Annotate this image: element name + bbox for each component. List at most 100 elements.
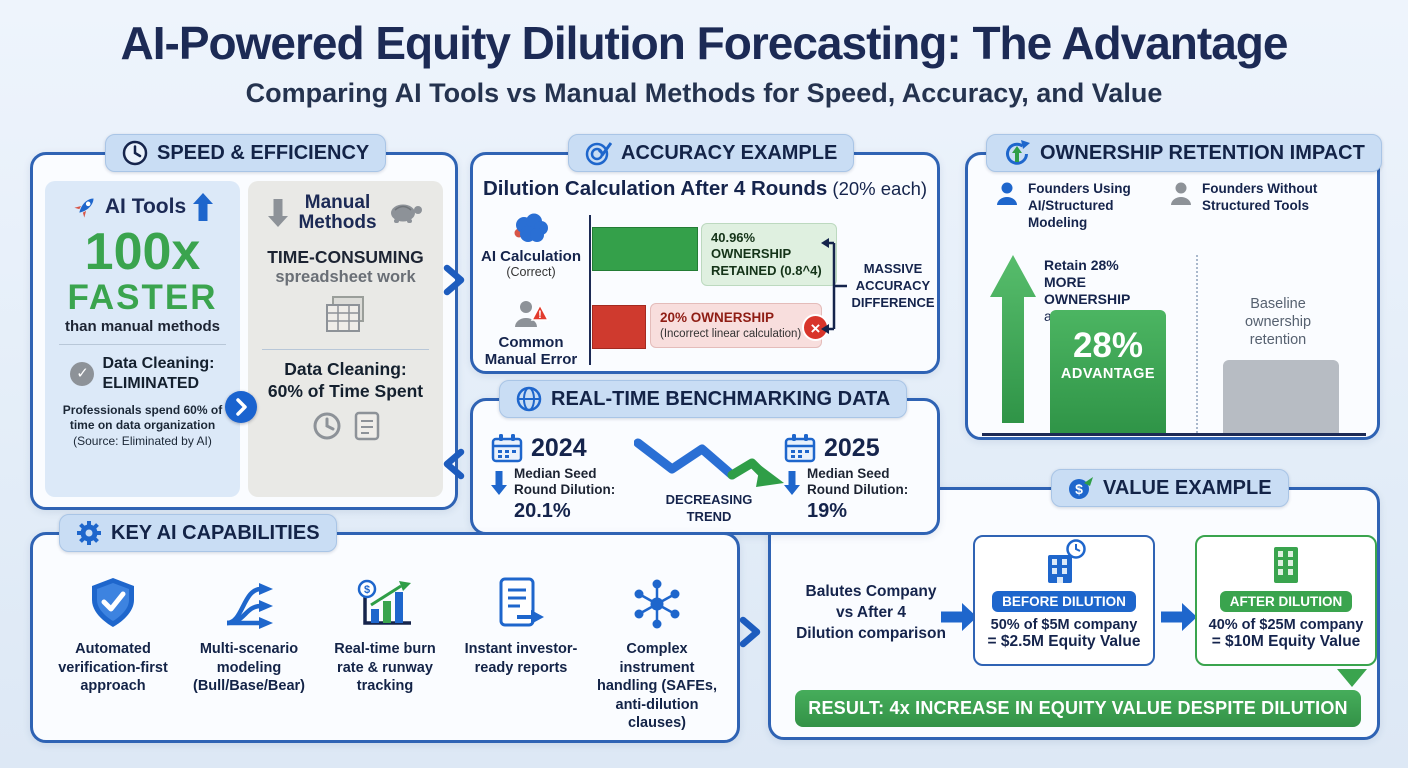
speed-efficiency-header: SPEED & EFFICIENCY: [105, 134, 387, 172]
capability-item: Complex instrument handling (SAFEs, anti…: [593, 569, 721, 733]
ownership-impact-header: OWNERSHIP RETENTION IMPACT: [986, 134, 1382, 172]
trend-indicator: DECREASING TREND: [633, 433, 784, 526]
person-gray-icon: [1171, 182, 1191, 205]
manual-cleaning-value: 60% of Time Spent: [267, 380, 424, 401]
before-dilution-card: BEFORE DILUTION 50% of $5M company = $2.…: [973, 535, 1155, 666]
ownership-impact-title: OWNERSHIP RETENTION IMPACT: [1040, 141, 1365, 164]
legend-manual-founders: Founders Without Structured Tools: [1168, 181, 1324, 232]
ownership-impact-panel: OWNERSHIP RETENTION IMPACT Founders Usin…: [965, 134, 1382, 440]
accuracy-example-panel: ACCURACY EXAMPLE Dilution Calculation Af…: [470, 134, 940, 374]
connector-chevron-right-icon: [739, 616, 761, 648]
turtle-icon: [390, 204, 422, 224]
baseline-label: Baseline ownership retention: [1244, 296, 1312, 349]
svg-text:$: $: [1075, 481, 1083, 497]
shield-check-icon: [92, 578, 134, 627]
green-up-arrow-icon: [990, 255, 1036, 423]
investor-report-icon: [499, 577, 544, 627]
target-icon: [585, 142, 612, 166]
after-value-line1: 40% of $25M company: [1208, 617, 1364, 633]
building-growth-icon: [1274, 547, 1298, 583]
speed-stat-sub: than manual methods: [64, 318, 221, 336]
accuracy-example-title: ACCURACY EXAMPLE: [621, 141, 838, 164]
capability-item: Multi-scenario modeling (Bull/Base/Bear): [185, 569, 313, 733]
capability-item: Automated verification-first approach: [49, 569, 177, 733]
compare-chevron-icon: [225, 391, 257, 423]
ai-calculation-bar: [592, 227, 698, 271]
check-circle-icon: ✓: [70, 361, 95, 386]
manual-line2: spreadsheet work: [275, 267, 416, 286]
speed-efficiency-panel: SPEED & EFFICIENCY AI Tools: [30, 134, 458, 510]
before-value-line1: 50% of $5M company: [990, 617, 1138, 633]
benchmarking-header: REAL-TIME BENCHMARKING DATA: [499, 380, 908, 418]
chart-baseline: [982, 433, 1366, 436]
capability-item: $ Real-time burn rate & runway tracking: [321, 569, 449, 733]
accuracy-example-header: ACCURACY EXAMPLE: [568, 134, 855, 172]
benchmark-2024: 2024 Median Seed Round Dilution: 20.1%: [491, 433, 634, 526]
trend-label: DECREASING TREND: [665, 492, 753, 524]
burn-rate-chart-icon: $: [357, 579, 411, 625]
benchmarking-panel: REAL-TIME BENCHMARKING DATA 2024: [470, 380, 940, 535]
clock-icon: [122, 140, 148, 166]
manual-cleaning-label: Data Cleaning:: [284, 358, 407, 379]
money-icon: $: [1069, 477, 1093, 499]
manual-line1: TIME-CONSUMING: [267, 246, 424, 267]
legend-ai-founders: Founders Using AI/Structured Modeling: [994, 181, 1150, 232]
connector-chevron-right-icon: [443, 264, 465, 296]
ai-calculation-label: AI Calculation (Correct): [475, 213, 587, 279]
manual-methods-card: Manual Methods TIME-CONSUMING spreadshee…: [248, 181, 443, 497]
person-blue-icon: [997, 182, 1017, 205]
molecule-icon: [634, 579, 680, 629]
decreasing-trend-icon: [633, 438, 784, 487]
value-example-title: VALUE EXAMPLE: [1103, 476, 1272, 499]
year-2025: 2025: [824, 433, 880, 462]
globe-icon: [516, 386, 542, 412]
page-title: AI-Powered Equity Dilution Forecasting: …: [120, 17, 1289, 69]
result-banner: RESULT: 4x INCREASE IN EQUITY VALUE DESP…: [795, 690, 1361, 727]
baseline-bar: [1223, 360, 1339, 433]
result-down-arrow-icon: [1337, 669, 1367, 687]
dilution-label-2025: Median Seed Round Dilution:: [807, 466, 909, 498]
down-arrow-icon: [267, 198, 288, 227]
ai-brain-icon: [514, 213, 548, 242]
down-arrow-blue-icon: [491, 471, 507, 495]
gear-icon: [77, 521, 101, 545]
flow-arrow-icon: [941, 603, 977, 631]
benchmark-2025: 2025 Median Seed Round Dilution: 19%: [784, 433, 917, 526]
difference-bracket-icon: [821, 238, 847, 334]
svg-text:!: !: [538, 309, 542, 321]
after-dilution-card: AFTER DILUTION 40% of $25M company = $10…: [1195, 535, 1377, 666]
gray-document-icon: [354, 411, 379, 440]
advantage-bar: 28% ADVANTAGE: [1050, 310, 1166, 433]
value-intro-text: Balutes Company vs After 4 Dilution comp…: [796, 583, 946, 642]
value-example-panel: $ VALUE EXAMPLE Balutes Company vs After…: [768, 469, 1380, 740]
spreadsheet-icon: [325, 295, 364, 332]
retention-cycle-icon: [1006, 140, 1030, 165]
ai-cleaning-value: ELIMINATED: [102, 374, 200, 392]
value-example-header: $ VALUE EXAMPLE: [1051, 469, 1289, 507]
manual-error-label: ! Common Manual Error: [475, 299, 587, 369]
speed-stat-label: FASTER: [67, 277, 218, 317]
rocket-icon: [74, 198, 94, 218]
manual-error-bar: [592, 305, 646, 349]
speed-footnote: Professionals spend 60% of time on data …: [62, 402, 223, 448]
before-dilution-badge: BEFORE DILUTION: [992, 591, 1136, 612]
capabilities-header: KEY AI CAPABILITIES: [59, 514, 337, 552]
page-subtitle: Comparing AI Tools vs Manual Methods for…: [245, 78, 1163, 108]
ai-tools-label: AI Tools: [104, 195, 187, 218]
manual-methods-label: Manual Methods: [298, 192, 377, 233]
down-arrow-blue-icon: [784, 471, 800, 495]
calendar-icon: [784, 434, 816, 463]
year-2024: 2024: [531, 433, 587, 462]
chart-divider: [1196, 255, 1198, 433]
manual-error-value: 20% OWNERSHIP (Incorrect linear calculat…: [650, 303, 829, 349]
speed-stat-value: 100x: [84, 223, 201, 281]
svg-text:$: $: [364, 584, 370, 596]
speed-efficiency-title: SPEED & EFFICIENCY: [157, 141, 370, 164]
accuracy-callout: MASSIVE ACCURACY DIFFERENCE: [851, 261, 935, 310]
after-dilution-badge: AFTER DILUTION: [1219, 591, 1353, 612]
dilution-label-2024: Median Seed Round Dilution:: [514, 466, 616, 498]
flow-arrow-icon: [1161, 603, 1197, 631]
capabilities-panel: KEY AI CAPABILITIES Automated verificati…: [30, 514, 740, 743]
benchmarking-title: REAL-TIME BENCHMARKING DATA: [551, 387, 891, 410]
